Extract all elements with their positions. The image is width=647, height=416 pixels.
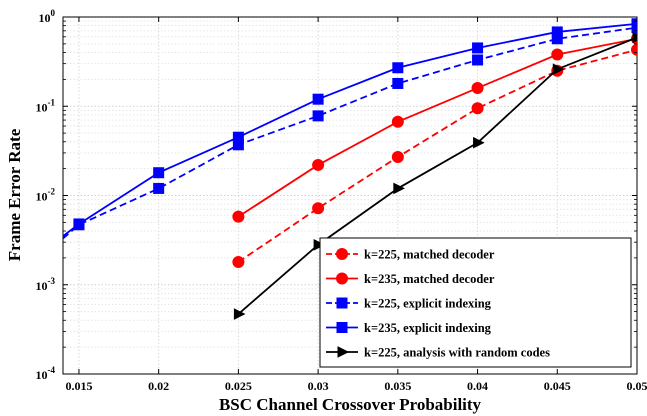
y-axis-title: Frame Error Rate (5, 128, 24, 261)
legend-entry: k=235, explicit indexing (326, 321, 492, 335)
legend-label: k=225, matched decoder (364, 248, 495, 262)
data-point (471, 82, 484, 95)
data-point (312, 93, 324, 105)
data-point (232, 131, 244, 143)
legend-label: k=225, explicit indexing (364, 297, 492, 311)
data-point (393, 182, 405, 195)
legend-entry: k=235, matched decoder (326, 272, 495, 286)
data-point (312, 158, 325, 171)
data-point (153, 182, 165, 194)
legend-marker (337, 346, 350, 358)
data-point (552, 63, 565, 76)
x-tick-label: 0.02 (148, 379, 169, 393)
legend-box (319, 237, 632, 368)
series-4 (63, 18, 637, 237)
y-tick-label: 10-2 (36, 187, 56, 204)
series-5 (233, 31, 637, 320)
data-point (312, 110, 324, 122)
data-point (233, 308, 246, 320)
data-point (312, 202, 325, 215)
series-layer (63, 18, 637, 320)
legend-marker (336, 272, 348, 285)
y-tick-label: 100 (39, 8, 56, 25)
x-tick-label: 0.045 (544, 379, 571, 393)
y-tick-label: 10-4 (36, 365, 56, 382)
data-point (391, 115, 404, 128)
x-tick-label: 0.025 (225, 379, 252, 393)
x-tick-label: 0.03 (308, 379, 329, 393)
legend-label: k=235, explicit indexing (364, 321, 492, 335)
data-point (391, 151, 404, 164)
data-point (632, 31, 637, 44)
y-tick-label: 10-3 (36, 276, 56, 293)
series-line (237, 37, 637, 218)
legend-marker (336, 248, 348, 260)
data-point (551, 26, 563, 38)
tick-labels: 0.015 0.02 0.025 0.03 0.035 0.04 0.045 0.05 10-4… (36, 8, 647, 393)
legend-entry: k=225, analysis with random codes (326, 346, 550, 360)
data-point (232, 255, 245, 268)
x-tick-label: 0.035 (384, 379, 411, 393)
x-axis-title: BSC Channel Crossover Probability (219, 395, 482, 414)
legend-entry: k=225, explicit indexing (326, 297, 492, 311)
data-point (472, 54, 484, 66)
series-line (63, 26, 637, 240)
legend-entry: k=225, matched decoder (326, 248, 495, 262)
data-point (473, 136, 485, 149)
x-tick-label: 0.04 (467, 379, 488, 393)
series-2 (232, 32, 637, 223)
data-point (551, 48, 564, 61)
legend-label: k=225, analysis with random codes (364, 346, 550, 360)
data-point (472, 42, 484, 54)
legend-label: k=235, matched decoder (364, 272, 495, 286)
x-tick-label: 0.05 (627, 379, 647, 393)
data-point (153, 167, 165, 179)
x-tick-label: 0.015 (65, 379, 92, 393)
legend-marker (336, 322, 348, 333)
series-1 (232, 43, 637, 268)
data-point (631, 18, 637, 30)
data-point (73, 218, 85, 230)
data-point (471, 102, 484, 115)
legend: k=225, matched decoder k=235, matched dec… (319, 237, 632, 368)
data-point (313, 239, 326, 251)
data-point (392, 77, 404, 89)
data-point (232, 210, 245, 223)
series-line (237, 48, 637, 263)
data-point (631, 43, 637, 56)
series-line (237, 36, 637, 315)
data-point (392, 62, 404, 74)
y-tick-label: 10-1 (36, 97, 56, 114)
legend-marker (336, 297, 348, 309)
